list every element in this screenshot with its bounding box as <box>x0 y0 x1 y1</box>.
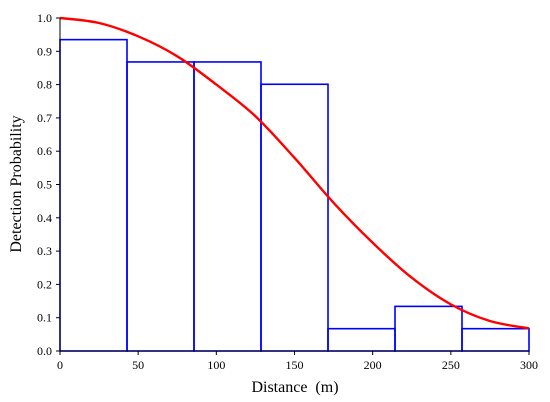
histogram-bar-1 <box>59 38 128 352</box>
y-tick-label: 0.4 <box>37 211 52 225</box>
x-tick-label: 0 <box>57 358 63 372</box>
histogram-bar-2 <box>126 61 195 352</box>
detection-function-curve <box>59 16 530 330</box>
y-tick-label: 0.6 <box>37 144 52 158</box>
histogram-bars <box>59 38 530 352</box>
x-tick-label: 250 <box>442 358 460 372</box>
x-tick-label: 300 <box>520 358 538 372</box>
y-tick-label: 0.7 <box>37 111 52 125</box>
y-tick-label: 0.0 <box>37 344 52 358</box>
x-axis-ticks: 0 50 100 150 200 250 300 <box>57 351 538 372</box>
y-axis-ticks: 0.0 0.1 0.2 0.3 0.4 0.5 0.6 0.7 0.8 0.9 1.0 <box>37 11 60 358</box>
y-tick-label: 1.0 <box>37 11 52 25</box>
x-tick-label: 200 <box>364 358 382 372</box>
x-axis-title: Distance (m) <box>251 379 338 396</box>
histogram-bar-3 <box>193 61 262 352</box>
y-tick-label: 0.8 <box>37 78 52 92</box>
y-tick-label: 0.3 <box>37 244 52 258</box>
x-tick-label: 50 <box>132 358 144 372</box>
y-tick-label: 0.5 <box>37 178 52 192</box>
y-tick-label: 0.2 <box>37 277 52 291</box>
x-tick-label: 150 <box>286 358 304 372</box>
histogram-bar-7 <box>461 327 530 352</box>
y-axis-title: Detection Probability <box>8 115 25 252</box>
y-tick-label: 0.9 <box>37 44 52 58</box>
x-tick-label: 100 <box>207 358 225 372</box>
histogram-bar-5 <box>327 327 396 352</box>
histogram-bar-4 <box>260 83 329 352</box>
y-tick-label: 0.1 <box>37 311 52 325</box>
histogram-bar-6 <box>394 305 463 352</box>
